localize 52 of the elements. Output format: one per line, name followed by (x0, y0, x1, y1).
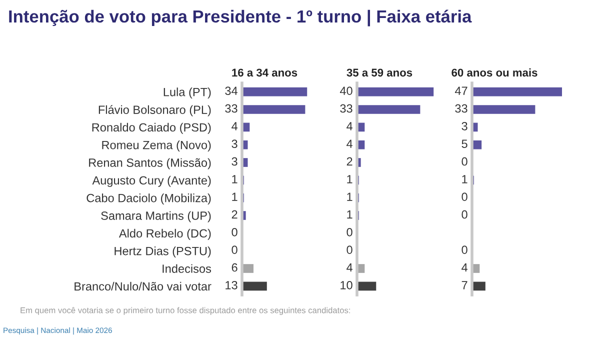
data-label: 1 (347, 175, 352, 184)
data-label: 5 (462, 140, 468, 148)
data-label: 4 (346, 140, 352, 148)
y-tick-label: Aldo Rebelo (DC) (118, 228, 211, 240)
chart-subtitle: 16 a 34 anos (232, 68, 298, 77)
data-label: 13 (226, 280, 238, 290)
data-label: 40 (340, 86, 352, 95)
data-label: 0 (462, 157, 468, 166)
text: Em quem você votaria se o primeiro turno fosse disputado entre os seguintes candidatos: (20, 307, 350, 315)
data-label: 6 (232, 263, 238, 272)
data-label: 2 (346, 157, 352, 166)
y-tick-label: Romeu Zema (Novo) (102, 140, 211, 152)
data-label: 0 (462, 246, 468, 254)
data-label: 3 (232, 140, 238, 148)
data-label: 33 (455, 104, 468, 113)
data-label: 3 (462, 122, 468, 130)
data-label: 1 (462, 175, 468, 184)
data-label: 7 (462, 281, 468, 290)
data-label: 2 (232, 210, 238, 219)
data-label: 0 (462, 192, 468, 201)
data-label: 10 (340, 280, 352, 290)
y-tick-label: Ronaldo Caiado (PSD) (92, 122, 211, 134)
data-label: 0 (462, 210, 468, 219)
data-label: 0 (346, 228, 352, 236)
y-tick-label: Cabo Daciolo (Mobiliza) (86, 194, 211, 205)
y-tick-label: Indecisos (162, 264, 212, 273)
y-tick-label: Samara Martins (UP) (101, 211, 211, 222)
data-label: 47 (454, 86, 468, 95)
y-tick-label: Branco/Nulo/Não vai votar (74, 282, 212, 291)
data-label: 0 (232, 246, 238, 254)
chart-subtitle: 35 a 59 anos (346, 68, 412, 77)
data-label: 4 (346, 122, 352, 130)
data-label: 4 (462, 263, 468, 272)
chart-subtitle: 60 anos ou mais (452, 68, 538, 77)
data-label: 1 (347, 210, 352, 219)
chart-title: Intenção de voto para Presidente - 1º turno | Faixa etária (9, 10, 472, 26)
data-label: 0 (232, 228, 238, 236)
data-label: 33 (340, 104, 352, 113)
y-tick-label: Renan Santos (Missão) (89, 158, 211, 170)
data-label: 1 (232, 175, 238, 184)
data-label: 33 (225, 104, 238, 113)
y-tick-label: Flávio Bolsonaro (PL) (98, 105, 211, 116)
data-label: 34 (225, 86, 238, 95)
data-label: 4 (346, 263, 352, 272)
data-label: 4 (232, 122, 238, 130)
y-tick-label: Hertz Dias (PSTU) (114, 246, 211, 258)
data-label: 0 (346, 246, 352, 254)
data-label: 3 (232, 157, 238, 166)
data-label: 1 (347, 192, 352, 201)
y-tick-label: Lula (PT) (164, 88, 211, 99)
data-label: 1 (232, 192, 238, 201)
y-tick-label: Augusto Cury (Avante) (92, 176, 211, 187)
